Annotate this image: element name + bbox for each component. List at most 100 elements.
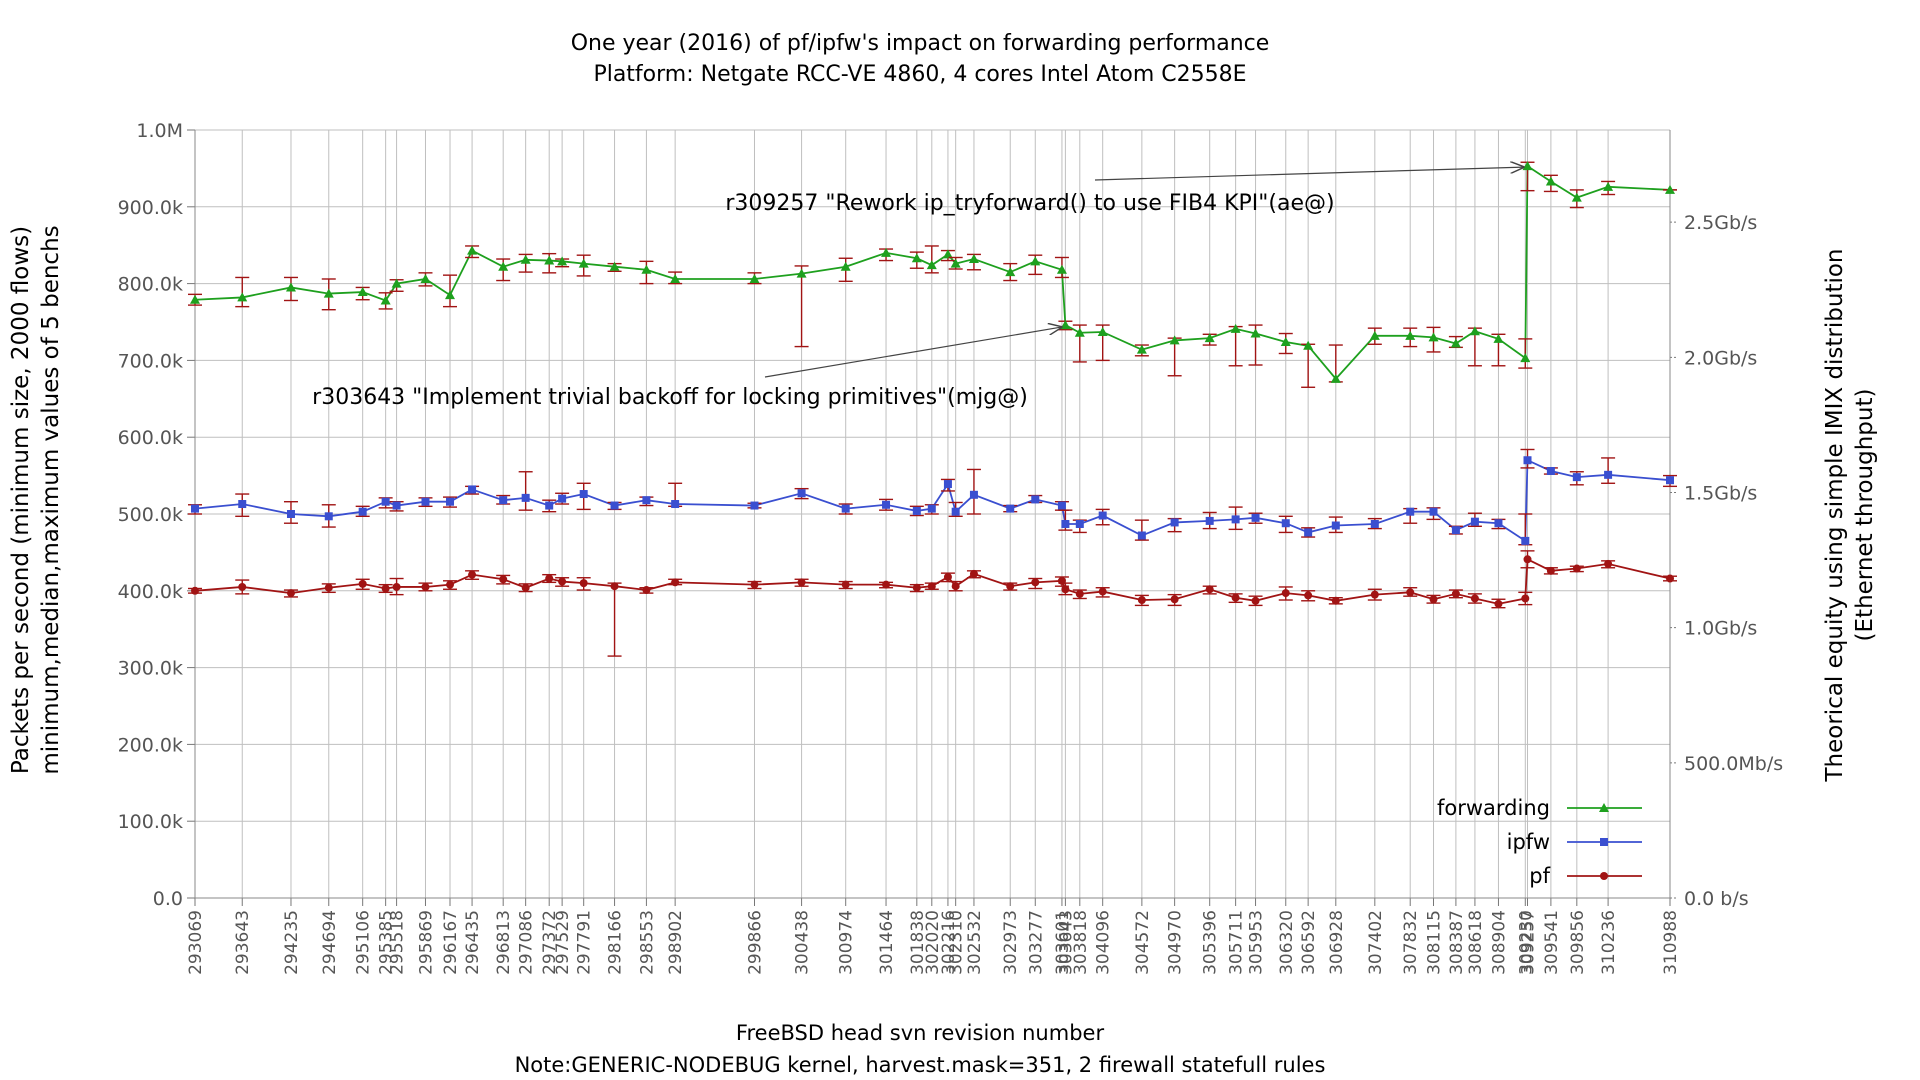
data-point-forwarding [1545, 176, 1556, 186]
data-point-forwarding [926, 260, 937, 270]
y-tick-label: 100.0k [118, 811, 183, 833]
annotation-arrow-r309257 [1094, 167, 1524, 181]
x-tick-label: 307402 [1366, 910, 1386, 975]
y-tick-label: 500.0k [118, 504, 183, 526]
chart-title: One year (2016) of pf/ipfw's impact on f… [571, 31, 1270, 56]
data-point-ipfw [1098, 511, 1107, 520]
data-point-ipfw [1205, 516, 1214, 525]
y2-tick-label: 0.0 b/s [1684, 888, 1749, 910]
y2-tick-label: 2.5Gb/s [1684, 212, 1757, 234]
data-point-ipfw [912, 506, 921, 515]
x-tick-label: 298166 [606, 910, 626, 975]
legend-label-pf: pf [1529, 864, 1550, 888]
x-tick-label: 305953 [1247, 910, 1267, 975]
x-tick-label: 309541 [1542, 910, 1562, 975]
data-point-forwarding [285, 282, 296, 292]
data-point-forwarding [557, 256, 568, 266]
data-point-ipfw [1031, 495, 1040, 504]
data-point-forwarding [968, 254, 979, 264]
data-point-forwarding [1405, 330, 1416, 340]
data-point-pf [286, 589, 295, 598]
data-point-forwarding [1369, 330, 1380, 340]
data-point-ipfw [927, 504, 936, 513]
data-point-pf [392, 582, 401, 591]
y-tick-label: 700.0k [118, 350, 183, 372]
data-point-forwarding [380, 295, 391, 305]
x-tick-label: 302310 [947, 910, 967, 975]
data-point-pf [191, 586, 199, 595]
data-point-pf [324, 583, 333, 592]
x-tick-label: 303601 [1053, 910, 1073, 975]
data-point-ipfw [1057, 501, 1066, 510]
data-point-pf [1666, 574, 1674, 583]
data-point-pf [558, 577, 567, 586]
y-axis-label: Packets per second (minimum size, 2000 f… [8, 226, 34, 774]
data-point-forwarding [1169, 335, 1180, 345]
data-point-forwarding [1428, 332, 1439, 342]
data-point-pf [943, 572, 952, 581]
data-point-pf [1251, 596, 1260, 605]
data-point-ipfw [392, 501, 401, 510]
data-point-pf [797, 578, 806, 587]
data-point-ipfw [882, 500, 891, 509]
x-tick-label: 306320 [1277, 910, 1297, 975]
data-point-pf [1098, 587, 1107, 596]
x-tick-label: 303277 [1026, 910, 1046, 975]
data-point-pf [358, 579, 367, 588]
data-point-ipfw [286, 510, 295, 518]
data-point-forwarding [1030, 256, 1041, 266]
data-point-forwarding [544, 255, 555, 265]
data-point-ipfw [671, 500, 680, 509]
data-point-ipfw [381, 497, 390, 506]
data-point-pf [1304, 591, 1313, 600]
data-point-ipfw [579, 490, 588, 499]
data-point-ipfw [1494, 519, 1503, 528]
y2-tick-label: 2.0Gb/s [1684, 347, 1757, 369]
x-tick-label: 300974 [837, 910, 857, 975]
data-point-ipfw [521, 493, 530, 502]
x-tick-label: 302532 [965, 910, 985, 975]
data-point-forwarding [881, 247, 892, 257]
x-tick-label: 302973 [1001, 910, 1021, 975]
data-point-pf [381, 584, 390, 593]
data-point-pf [238, 582, 247, 591]
x-tick-label: 295518 [388, 910, 408, 975]
data-point-pf [1451, 589, 1460, 598]
data-point-forwarding [1074, 327, 1085, 337]
data-point-ipfw [558, 494, 567, 503]
data-point-pf [610, 582, 619, 591]
y-tick-label: 200.0k [118, 734, 183, 756]
x-tick-label: 302216 [939, 910, 959, 975]
data-point-forwarding [1665, 184, 1675, 194]
x-tick-label: 306592 [1299, 910, 1319, 975]
data-point-ipfw [1170, 518, 1179, 527]
data-point-ipfw [943, 480, 952, 489]
data-point-ipfw [610, 501, 619, 510]
x-tick-label: 296435 [463, 910, 483, 975]
y2-tick-label: 500.0Mb/s [1684, 753, 1783, 775]
data-point-forwarding [1250, 328, 1261, 338]
data-point-pf [1031, 578, 1040, 587]
data-point-ipfw [1304, 528, 1313, 537]
y-tick-label: 800.0k [118, 274, 183, 296]
data-point-ipfw [1523, 456, 1532, 465]
x-tick-label: 308904 [1489, 910, 1509, 975]
y2-tick-label: 1.5Gb/s [1684, 482, 1757, 504]
data-point-ipfw [1061, 519, 1070, 528]
data-point-pf [1370, 590, 1379, 599]
data-point-forwarding [520, 254, 531, 264]
data-point-forwarding [1493, 333, 1504, 343]
data-point-forwarding [190, 294, 200, 304]
x-axis-label: FreeBSD head svn revision number [736, 1021, 1105, 1045]
data-point-ipfw [1406, 507, 1415, 516]
x-tick-label: 301838 [908, 910, 928, 975]
data-point-pf [1429, 595, 1438, 604]
data-point-ipfw [1006, 504, 1015, 513]
x-tick-label: 304970 [1166, 910, 1186, 975]
chart-subtitle: Platform: Netgate RCC-VE 4860, 4 cores I… [593, 62, 1246, 87]
y2-tick-label: 1.0Gb/s [1684, 618, 1757, 640]
y-axis-label-2: minimum,median,maximum values of 5 bench… [38, 225, 64, 774]
legend-marker-forwarding [1599, 803, 1609, 812]
data-point-ipfw [797, 489, 806, 498]
